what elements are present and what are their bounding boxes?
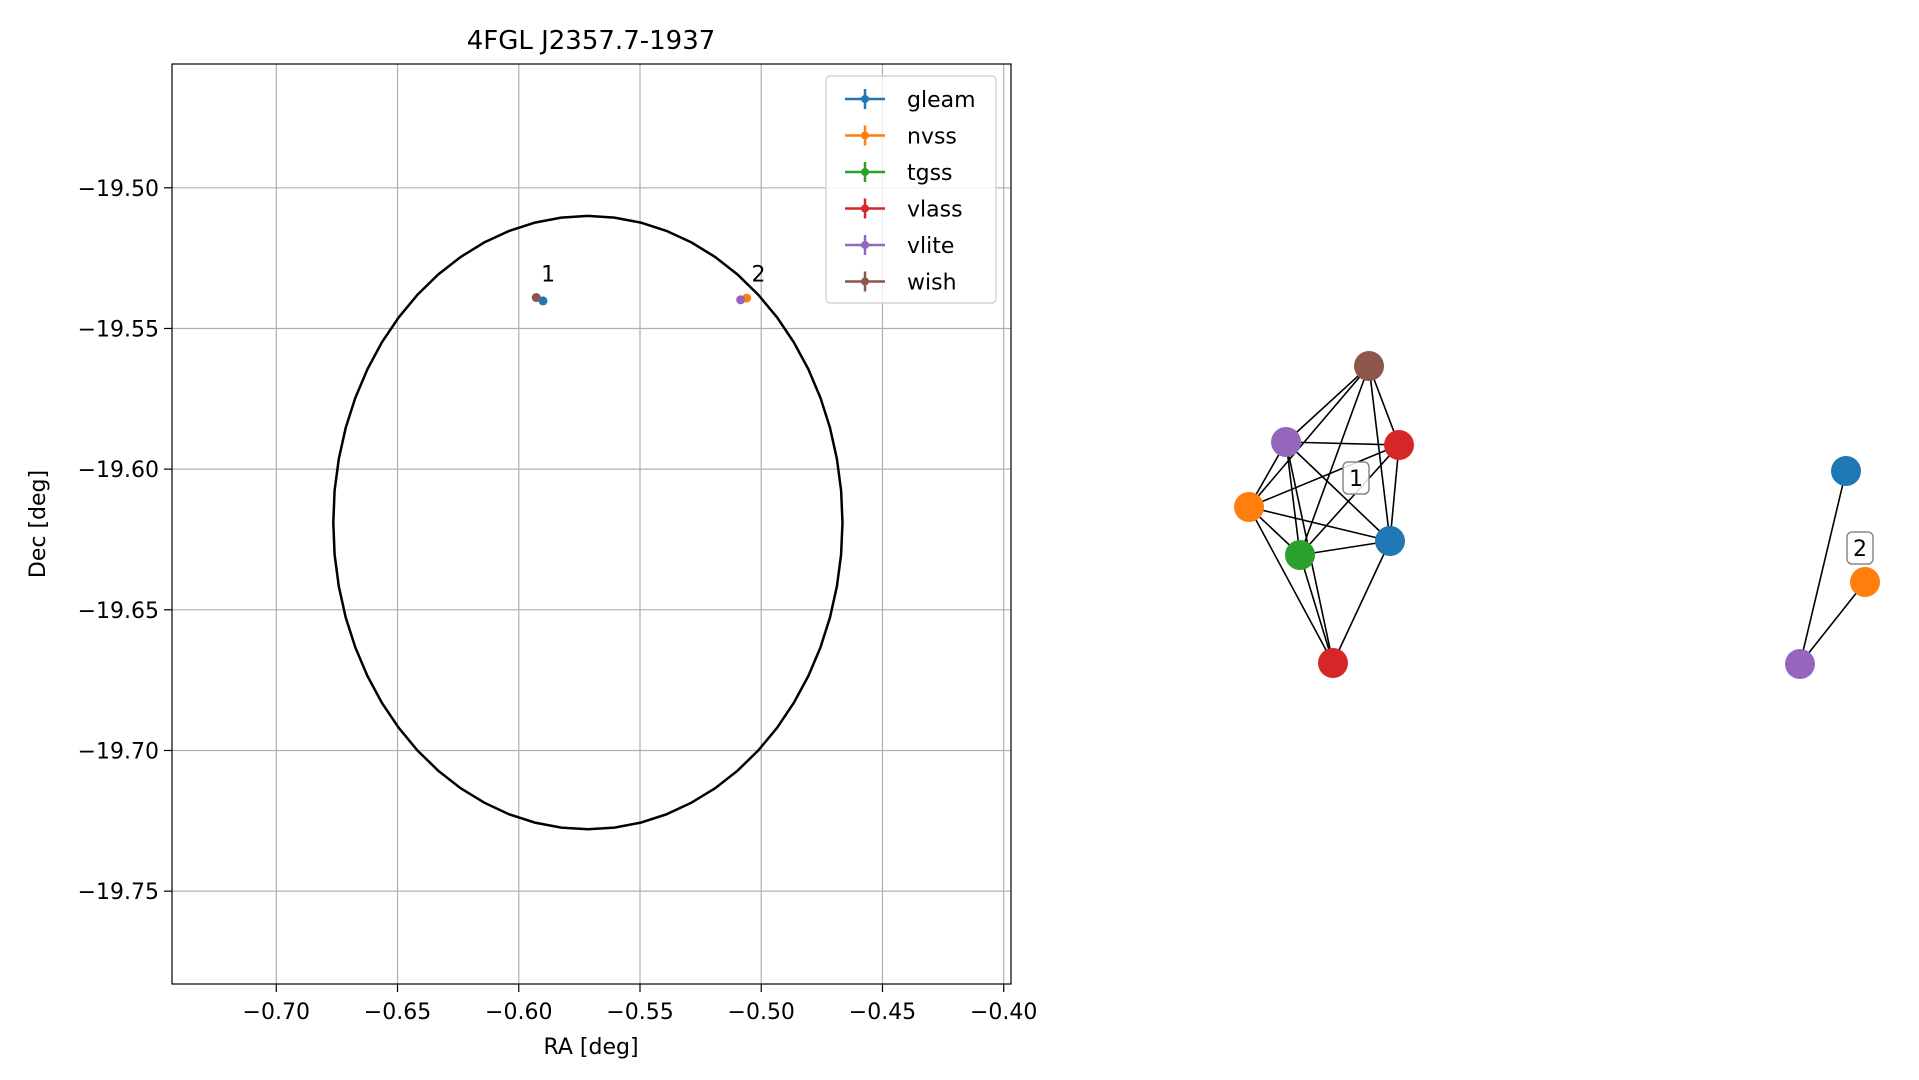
y-tick-label: −19.50 (78, 177, 159, 202)
wish-point (531, 293, 541, 303)
uncertainty-ellipse (332, 214, 844, 831)
legend-item-nvss: nvss (845, 125, 957, 150)
legend-marker (861, 277, 869, 286)
network-node-gleam (1831, 456, 1861, 486)
cluster-labels: 12 (1342, 461, 1874, 565)
cluster-label-box (1342, 461, 1370, 495)
network-edge (1299, 444, 1400, 556)
network-edge (1299, 365, 1370, 556)
legend-label: vlass (907, 198, 963, 223)
network-edge (1248, 506, 1391, 542)
cluster-network-plot: 12 (1234, 351, 1880, 679)
legend-label: nvss (907, 125, 957, 150)
chart-title: 4FGL J2357.7-1937 (467, 26, 716, 56)
plot-frame (171, 63, 1012, 985)
y-tick-label: −19.75 (78, 880, 159, 905)
network-edge (1332, 540, 1391, 664)
x-axis-ticks: −0.70 −0.65 −0.60 −0.55 −0.50 −0.45 −0.40 (243, 984, 1037, 1025)
y-axis-label: Dec [deg] (26, 470, 51, 578)
network-node-vlass-b (1318, 648, 1348, 678)
legend-marker (861, 241, 869, 249)
vlite-point (736, 295, 746, 305)
y-tick-label: −19.55 (78, 317, 159, 342)
network-edge (1285, 365, 1370, 443)
legend-item-tgss: tgss (845, 161, 953, 186)
legend-marker (861, 95, 869, 103)
x-tick-label: −0.50 (728, 1000, 795, 1025)
legend-label: wish (907, 271, 957, 296)
x-tick-label: −0.65 (364, 1000, 431, 1025)
network-edge (1799, 581, 1866, 665)
legend-item-wish: wish (845, 271, 957, 296)
network-edge (1299, 554, 1334, 664)
point-annotation: 2 (752, 262, 766, 287)
network-nodes (1234, 351, 1880, 679)
network-node-tgss (1285, 540, 1315, 570)
y-tick-label: −19.65 (78, 599, 159, 624)
cluster-label: 1 (1349, 467, 1363, 492)
network-node-vlass-a (1384, 430, 1414, 460)
network-edge (1248, 444, 1400, 508)
legend: gleam nvss tgss vlass vlite wish (825, 75, 997, 304)
x-tick-label: −0.40 (970, 1000, 1037, 1025)
legend-item-gleam: gleam (845, 88, 976, 113)
legend-marker (861, 204, 869, 213)
x-axis-label: RA [deg] (543, 1035, 638, 1060)
legend-marker (861, 131, 869, 140)
network-node-nvss (1850, 567, 1880, 597)
network-edge (1799, 470, 1847, 665)
network-edge (1285, 441, 1301, 556)
x-tick-label: −0.60 (485, 1000, 552, 1025)
legend-label: gleam (907, 88, 976, 113)
grid-lines (172, 64, 1011, 984)
x-tick-label: −0.70 (243, 1000, 310, 1025)
legend-marker (861, 168, 869, 176)
network-edge (1248, 506, 1334, 664)
y-tick-label: −19.70 (78, 739, 159, 764)
point-annotation: 1 (541, 262, 555, 287)
y-axis-ticks: −19.50 −19.55 −19.60 −19.65 −19.70 −19.75 (78, 177, 172, 905)
source-points (531, 293, 752, 306)
ellipse-layer (332, 214, 844, 831)
x-tick-label: −0.55 (606, 1000, 673, 1025)
network-node-vlite (1271, 427, 1301, 457)
network-edge (1299, 540, 1391, 556)
gleam-point (538, 296, 548, 306)
network-edge (1389, 444, 1400, 542)
cluster-label-box (1846, 531, 1874, 565)
network-node-vlite (1785, 649, 1815, 679)
network-node-nvss (1234, 492, 1264, 522)
legend-item-vlite: vlite (845, 234, 954, 259)
sky-position-plot: −0.70 −0.65 −0.60 −0.55 −0.50 −0.45 −0.40 −19.… (26, 26, 1037, 1060)
legend-item-vlass: vlass (845, 198, 963, 223)
network-node-gleam (1375, 526, 1405, 556)
legend-label: vlite (907, 234, 954, 259)
x-tick-label: −0.45 (849, 1000, 916, 1025)
y-tick-label: −19.60 (78, 458, 159, 483)
legend-label: tgss (907, 161, 953, 186)
network-node-wish (1354, 351, 1384, 381)
cluster-label: 2 (1853, 537, 1867, 562)
network-edge (1285, 441, 1400, 446)
network-edge (1285, 441, 1391, 542)
network-edge (1248, 365, 1370, 508)
network-edges (1248, 365, 1866, 665)
